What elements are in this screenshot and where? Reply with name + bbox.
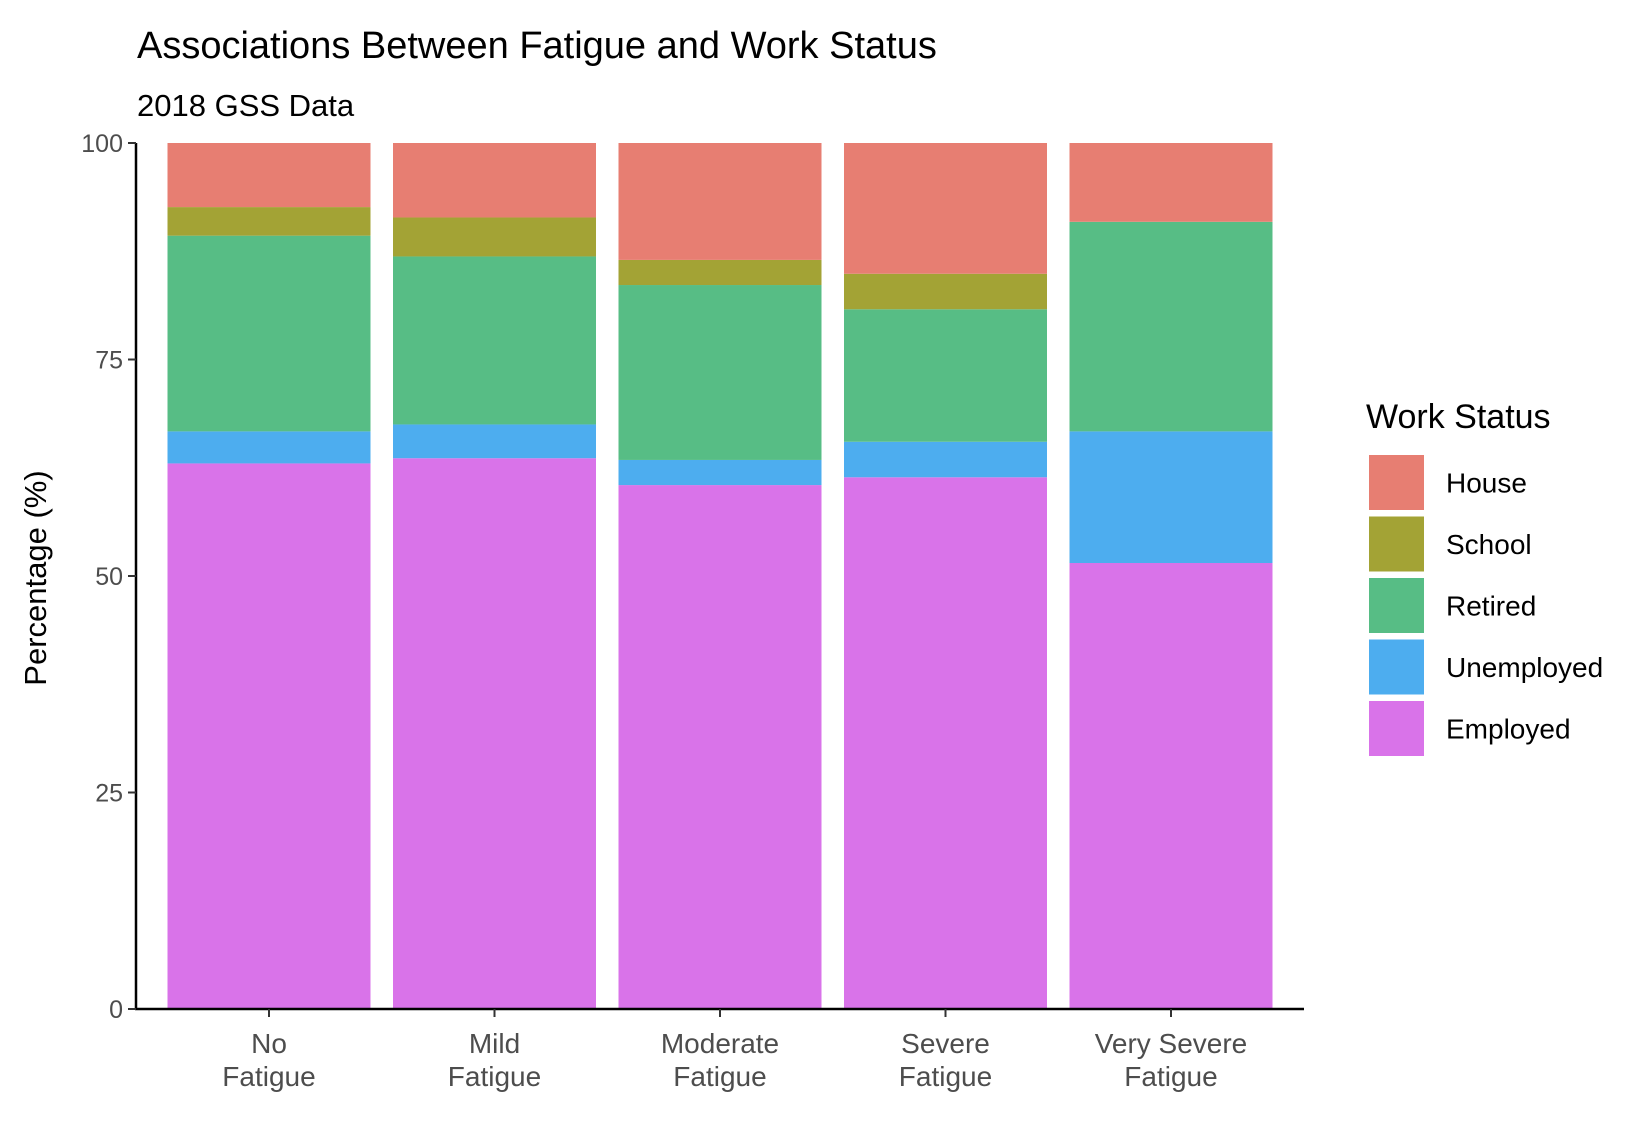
x-tick-label-4: Severe Fatigue <box>899 1028 992 1092</box>
legend-label-employed: Employed <box>1446 714 1571 745</box>
bar-segment-unemployed-1 <box>167 431 371 464</box>
bar-segment-school-4 <box>844 273 1047 310</box>
x-tick-label-line: Severe <box>901 1028 990 1059</box>
bar-segment-employed-3 <box>618 485 822 1009</box>
bar-segment-retired-1 <box>167 235 371 432</box>
legend-key-school <box>1369 516 1424 572</box>
x-tick-label-line: Fatigue <box>222 1061 315 1092</box>
y-tick-label-100: 100 <box>81 130 123 158</box>
y-axis-title: Percentage (%) <box>18 470 53 685</box>
chart-subtitle: 2018 GSS Data <box>137 88 355 123</box>
legend-key-house <box>1369 455 1424 510</box>
bar-segment-employed-4 <box>844 477 1047 1009</box>
bar-segment-house-5 <box>1069 143 1273 222</box>
bar-segment-employed-5 <box>1069 563 1273 1009</box>
legend-key-retired <box>1369 578 1424 633</box>
legend-label-house: House <box>1446 468 1527 499</box>
bar-segment-retired-4 <box>844 309 1047 442</box>
bar-segment-house-2 <box>393 143 596 218</box>
chart-title: Associations Between Fatigue and Work St… <box>137 25 937 67</box>
bar-segment-school-2 <box>393 217 596 257</box>
y-tick-label-25: 25 <box>95 780 123 808</box>
legend-label-unemployed: Unemployed <box>1446 652 1603 683</box>
bar-segment-unemployed-5 <box>1069 431 1273 564</box>
bars-layer <box>167 143 1273 1009</box>
bar-segment-retired-2 <box>393 256 596 425</box>
bar-segment-house-4 <box>844 143 1047 274</box>
y-tick-label-50: 50 <box>95 563 123 591</box>
bar-segment-retired-5 <box>1069 221 1273 432</box>
bar-segment-employed-1 <box>167 463 371 1009</box>
x-tick-label-line: Fatigue <box>673 1061 766 1092</box>
legend: Work Status House School Retired Unemployed… <box>1366 398 1603 756</box>
bar-segment-school-1 <box>167 207 371 236</box>
bar-segment-retired-3 <box>618 285 822 460</box>
bar-segment-unemployed-4 <box>844 441 1047 478</box>
x-tick-label-line: Fatigue <box>448 1061 541 1092</box>
x-tick-label-line: Moderate <box>661 1028 779 1059</box>
bar-segment-house-1 <box>167 143 371 208</box>
bar-segment-unemployed-3 <box>618 459 822 486</box>
legend-label-school: School <box>1446 529 1532 560</box>
x-tick-label-line: No <box>251 1028 287 1059</box>
x-tick-label-line: Mild <box>469 1028 520 1059</box>
legend-title: Work Status <box>1366 398 1551 436</box>
x-tick-label-line: Fatigue <box>1124 1061 1217 1092</box>
bar-segment-employed-2 <box>393 458 596 1009</box>
x-tick-label-3: Moderate Fatigue <box>661 1028 779 1092</box>
legend-label-retired: Retired <box>1446 591 1536 622</box>
bar-segment-unemployed-2 <box>393 424 596 459</box>
x-tick-label-line: Very Severe <box>1095 1028 1248 1059</box>
legend-key-employed <box>1369 701 1424 756</box>
x-tick-label-5: Very Severe Fatigue <box>1095 1028 1248 1092</box>
x-tick-label-1: No Fatigue <box>222 1028 315 1092</box>
x-tick-label-2: Mild Fatigue <box>448 1028 541 1092</box>
y-tick-label-0: 0 <box>109 996 123 1024</box>
bar-segment-house-3 <box>618 143 822 260</box>
x-tick-label-line: Fatigue <box>899 1061 992 1092</box>
bar-segment-school-3 <box>618 259 822 286</box>
y-tick-label-75: 75 <box>95 347 123 375</box>
legend-key-unemployed <box>1369 639 1424 695</box>
